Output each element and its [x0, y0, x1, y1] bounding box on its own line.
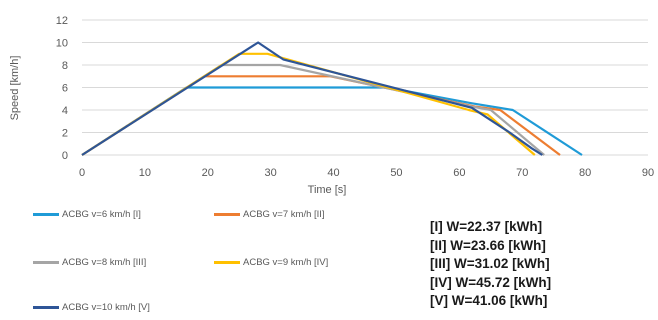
- y-axis-ticks: 0 2 4 6 8 10 12: [56, 15, 68, 162]
- y-tick-label: 6: [62, 83, 68, 95]
- speed-time-chart: 0 2 4 6 8 10 12 0 10 20 30 40 50 60 70 80 90 Time [s] S…: [9, 15, 654, 196]
- energy-label-i: [I] W=22.37 [kWh]: [430, 219, 543, 234]
- series-line-5: [81, 41, 543, 156]
- grid-lines: [82, 19, 648, 156]
- series-line-1: [81, 86, 583, 156]
- legend-label: ACBG v=8 km/h [III]: [62, 257, 147, 268]
- x-axis-ticks: 0 10 20 30 40 50 60 70 80 90: [79, 167, 654, 179]
- y-tick-label: 8: [62, 60, 68, 72]
- legend-swatch: [33, 261, 59, 264]
- energy-label-iv: [IV] W=45.72 [kWh]: [430, 274, 552, 290]
- x-tick-label: 40: [327, 167, 339, 179]
- legend-swatch: [214, 261, 240, 264]
- legend-label: ACBG v=9 km/h [IV]: [243, 257, 329, 268]
- x-axis-label: Time [s]: [308, 184, 347, 196]
- y-tick-label: 0: [62, 150, 68, 162]
- y-tick-label: 10: [56, 38, 68, 50]
- x-tick-label: 60: [453, 167, 465, 179]
- energy-label-v: [V] W=41.06 [kWh]: [430, 293, 548, 308]
- legend-label: ACBG v=6 km/h [I]: [62, 209, 141, 220]
- legend-swatch: [214, 213, 240, 216]
- series-lines: [81, 41, 583, 156]
- x-tick-label: 10: [139, 167, 151, 179]
- x-tick-label: 50: [390, 167, 402, 179]
- y-tick-label: 4: [62, 105, 68, 117]
- energy-label-ii: [II] W=23.66 [kWh]: [430, 237, 546, 253]
- x-tick-label: 80: [579, 167, 591, 179]
- legend-item: ACBG v=6 km/h [I]: [33, 209, 141, 220]
- y-tick-label: 12: [56, 15, 68, 27]
- legend-item: ACBG v=10 km/h [V]: [33, 302, 150, 313]
- x-tick-label: 20: [202, 167, 214, 179]
- legend-item: ACBG v=9 km/h [IV]: [214, 257, 328, 268]
- legend-label: ACBG v=10 km/h [V]: [62, 302, 150, 313]
- legend-swatch: [33, 306, 59, 309]
- energy-summary: [I] W=22.37 [kWh] [II] W=23.66 [kWh] [II…: [430, 218, 551, 311]
- y-axis-label: Speed [km/h]: [9, 56, 21, 121]
- x-tick-label: 0: [79, 167, 85, 179]
- x-tick-label: 30: [265, 167, 277, 179]
- y-tick-label: 2: [62, 128, 68, 140]
- legend-item: ACBG v=8 km/h [III]: [33, 257, 146, 268]
- legend-item: ACBG v=7 km/h [II]: [214, 209, 325, 220]
- x-tick-label: 90: [642, 167, 654, 179]
- legend-swatch: [33, 213, 59, 216]
- legend-label: ACBG v=7 km/h [II]: [243, 209, 325, 220]
- energy-label-iii: [III] W=31.02 [kWh]: [430, 256, 550, 271]
- x-tick-label: 70: [516, 167, 528, 179]
